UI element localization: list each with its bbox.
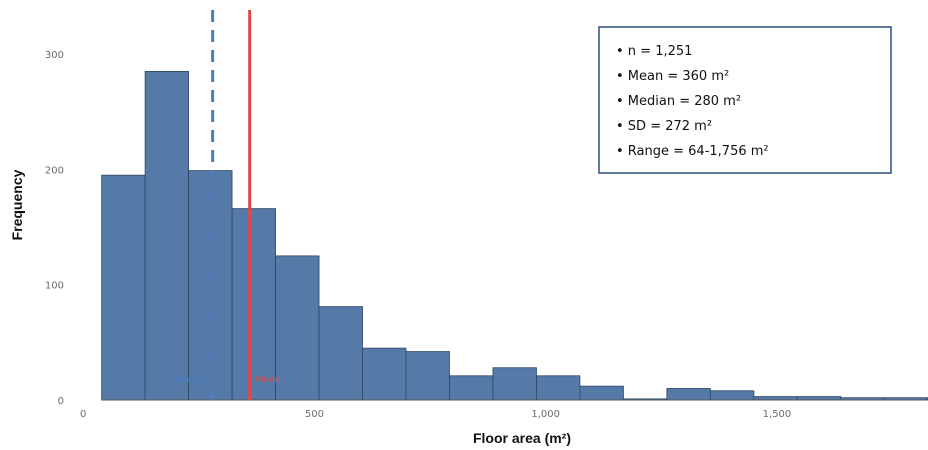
x-axis-ticks: 0 500 1,000 1,500 (80, 409, 791, 420)
reference-lines: Median Mean (174, 10, 280, 400)
histogram-bar (449, 375, 494, 401)
statistic-line: • Mean = 360 m² (616, 69, 729, 84)
statistics-lines: • n = 1,251 • Mean = 360 m² • Median = 280… (616, 44, 769, 159)
histogram-bar (231, 208, 276, 401)
x-tick-label: 0 (80, 409, 86, 420)
histogram-bar (579, 385, 624, 401)
histogram-bar (362, 347, 407, 401)
histogram-bar (275, 255, 320, 401)
y-tick-label: 0 (58, 396, 64, 407)
histogram-bar (405, 351, 450, 401)
y-axis-ticks: 0 100 200 300 (45, 50, 64, 407)
statistic-line: • n = 1,251 (616, 44, 692, 59)
x-axis-title: Floor area (m²) (473, 430, 571, 446)
histogram-bar (753, 396, 798, 401)
statistic-line: • SD = 272 m² (616, 119, 712, 134)
statistic-line: • Median = 280 m² (616, 94, 741, 109)
histogram-bar (492, 367, 537, 401)
histogram-bar (188, 170, 233, 401)
histogram-bar (144, 71, 189, 401)
y-tick-label: 300 (45, 50, 64, 61)
x-tick-label: 1,500 (763, 409, 792, 420)
mean-line-label: Mean (256, 375, 281, 385)
histogram-bar (318, 306, 363, 401)
histogram-bar (709, 390, 755, 401)
y-tick-label: 200 (45, 165, 64, 176)
y-tick-label: 100 (45, 281, 64, 292)
statistics-box-frame (598, 26, 892, 174)
histogram-bar (101, 174, 146, 401)
histogram-bar (536, 375, 581, 401)
histogram-bars (101, 71, 928, 401)
y-axis-title: Frequency (9, 169, 25, 240)
x-tick-label: 500 (305, 409, 324, 420)
histogram-bar (666, 388, 711, 401)
median-line-label: Median (174, 375, 207, 385)
x-tick-label: 1,000 (531, 409, 560, 420)
statistic-line: • Range = 64-1,756 m² (616, 144, 769, 159)
histogram-bar (796, 396, 842, 401)
statistics-box: • n = 1,251 • Mean = 360 m² • Median = 280… (598, 26, 892, 174)
